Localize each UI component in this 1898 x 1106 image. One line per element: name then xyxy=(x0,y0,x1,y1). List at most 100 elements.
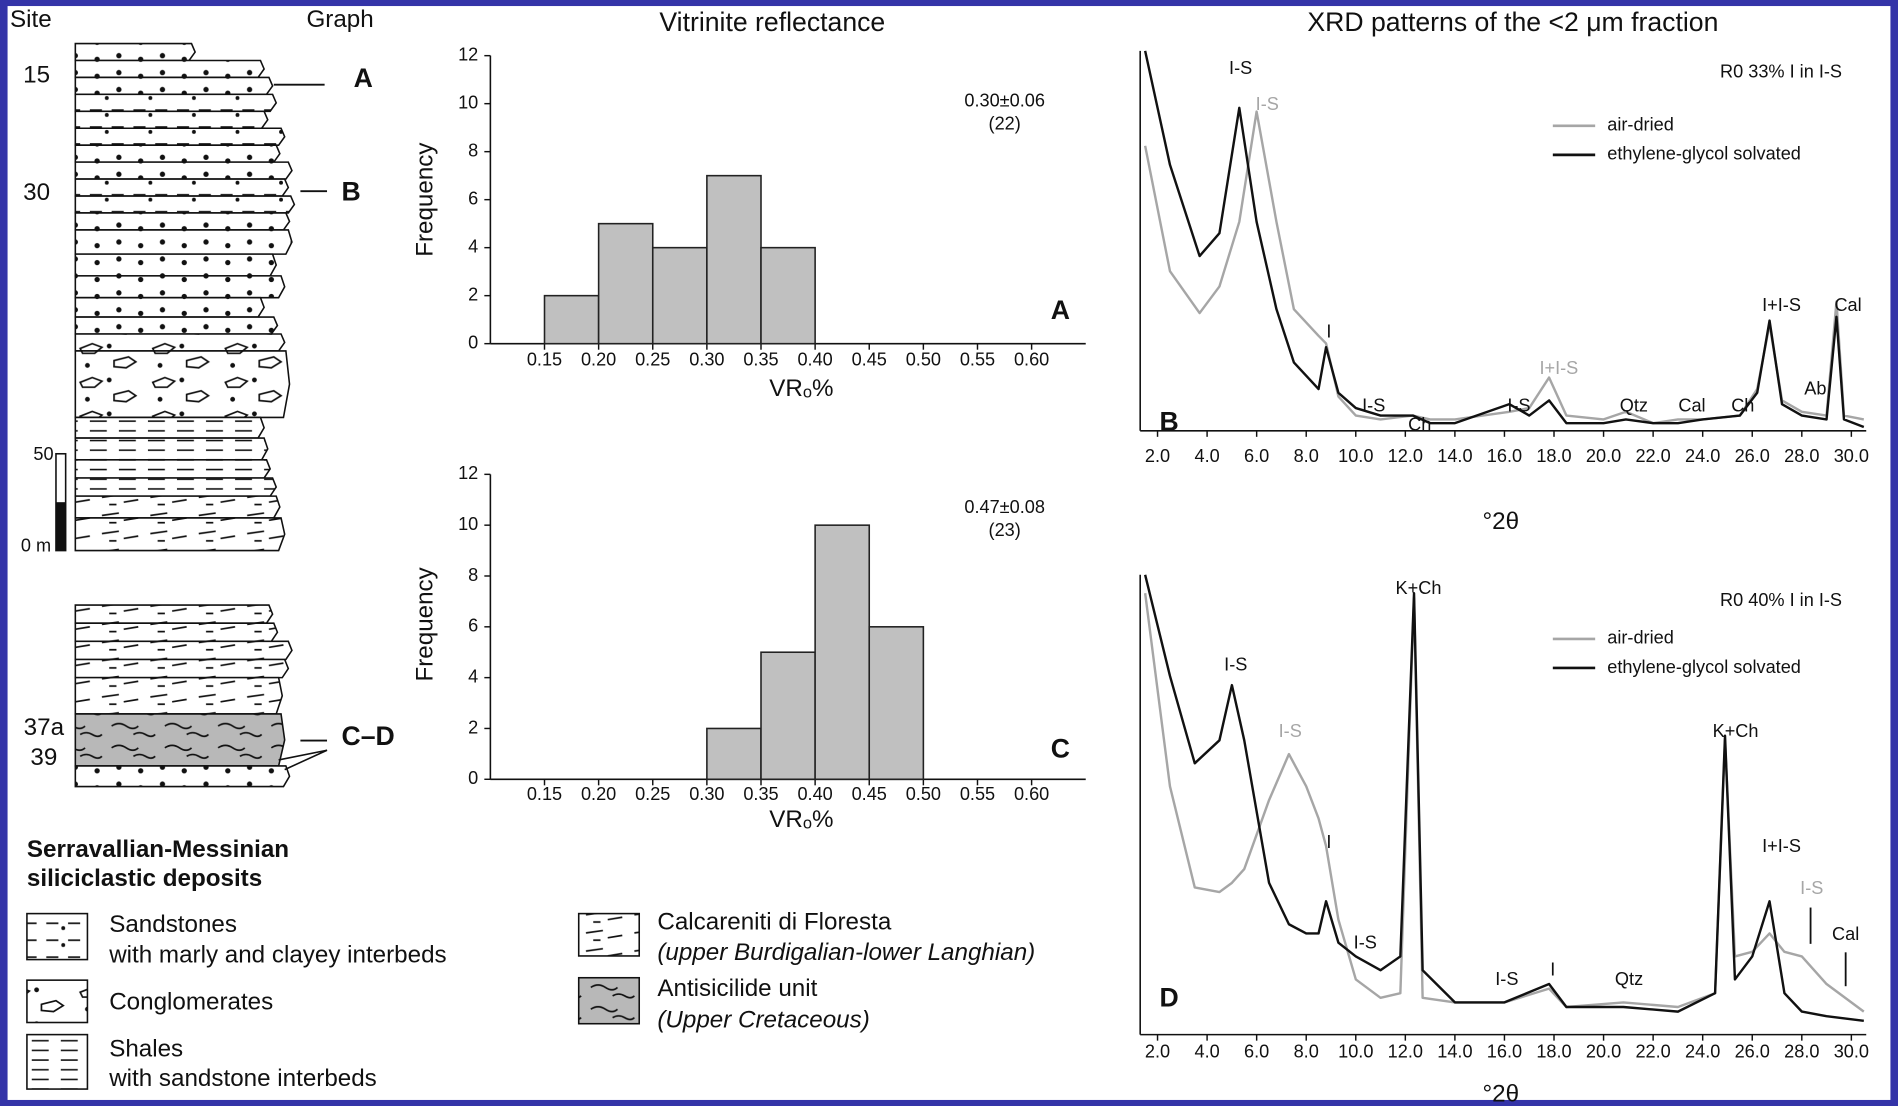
y-tick-label: 8 xyxy=(468,565,478,585)
bar xyxy=(706,727,762,781)
x-tick-label: 0.25 xyxy=(635,784,670,804)
x-tick-label: 0.35 xyxy=(743,784,778,804)
bed xyxy=(74,437,269,461)
x-tick-label: 18.0 xyxy=(1536,1042,1571,1062)
x-tick-label: 0.50 xyxy=(906,349,941,369)
site-label: 37a xyxy=(24,714,65,741)
bar xyxy=(543,294,600,345)
bed xyxy=(74,640,293,661)
legend-label: Sandstones xyxy=(109,911,237,938)
legend-title: Serravallian-Messinian xyxy=(27,836,289,863)
bed xyxy=(74,765,291,788)
x-tick-label: 30.0 xyxy=(1834,1042,1869,1062)
legend-title: siliciclastic deposits xyxy=(27,865,262,892)
site-label: 39 xyxy=(30,744,57,771)
x-tick-label: 28.0 xyxy=(1784,446,1819,466)
peak-label: I xyxy=(1326,322,1331,342)
bed xyxy=(74,229,293,255)
bed xyxy=(74,676,284,715)
x-tick-label: 0.40 xyxy=(797,349,832,369)
legend-swatch xyxy=(26,1033,89,1090)
x-tick-label: 10.0 xyxy=(1338,1042,1373,1062)
bed xyxy=(74,110,269,130)
peak-label: I+I-S xyxy=(1762,836,1801,856)
y-tick-label: 12 xyxy=(458,44,478,64)
peak-label: Qtz xyxy=(1615,969,1643,989)
bed xyxy=(74,658,290,679)
x-tick-label: 8.0 xyxy=(1294,1042,1319,1062)
stats-label: (23) xyxy=(989,520,1021,540)
panel-letter: D xyxy=(1160,983,1179,1013)
peak-label: I-S xyxy=(1224,654,1247,674)
x-tick-label: 14.0 xyxy=(1437,1042,1472,1062)
legend-label: ethylene-glycol solvated xyxy=(1607,657,1801,677)
x-tick-label: 6.0 xyxy=(1244,1042,1269,1062)
peak-label: Qtz xyxy=(1620,395,1648,415)
bed xyxy=(74,477,278,497)
legend-label: (upper Burdigalian-lower Langhian) xyxy=(657,939,1035,966)
x-tick-label: 0.45 xyxy=(852,784,887,804)
legend-label: air-dried xyxy=(1607,115,1674,135)
bar xyxy=(651,246,708,345)
x-tick-label: 6.0 xyxy=(1244,446,1269,466)
bed xyxy=(74,93,278,113)
site-label: 15 xyxy=(23,62,50,89)
bed xyxy=(74,459,272,479)
bed xyxy=(74,517,286,552)
peak-label: Cal xyxy=(1832,924,1859,944)
column-header: Site xyxy=(10,6,52,33)
x-tick-label: 0.20 xyxy=(581,784,616,804)
panel-note: R0 40% I in I-S xyxy=(1720,590,1842,610)
peak-label: I xyxy=(1326,832,1331,852)
bed xyxy=(74,350,291,419)
y-tick-label: 6 xyxy=(468,616,478,636)
x-tick-label: 26.0 xyxy=(1735,446,1770,466)
x-tick-label: 16.0 xyxy=(1487,446,1522,466)
peak-label: I-S xyxy=(1495,969,1518,989)
y-tick-label: 0 xyxy=(468,768,478,788)
x-tick-label: 0.25 xyxy=(635,349,670,369)
bed xyxy=(74,253,278,277)
legend-label: Antisicilide unit xyxy=(657,975,817,1002)
bar xyxy=(814,524,871,781)
bed xyxy=(74,416,265,439)
graph-label: A xyxy=(354,63,373,93)
bar xyxy=(760,246,816,345)
legend-swatch xyxy=(577,912,641,957)
x-tick-label: 20.0 xyxy=(1586,1042,1621,1062)
x-tick-label: 0.60 xyxy=(1014,349,1049,369)
panel-letter: B xyxy=(1160,407,1179,437)
site-label: 30 xyxy=(23,179,50,206)
x-tick-label: 0.45 xyxy=(852,349,887,369)
x-tick-label: 12.0 xyxy=(1388,446,1423,466)
y-tick-label: 2 xyxy=(468,284,478,304)
legend-label: with sandstone interbeds xyxy=(108,1065,377,1092)
peak-label: Cal xyxy=(1834,295,1861,315)
legend-label: with marly and clayey interbeds xyxy=(108,941,446,968)
bed xyxy=(74,195,296,214)
panel-note: R0 33% I in I-S xyxy=(1720,61,1842,81)
bed xyxy=(74,178,290,197)
bar xyxy=(868,626,925,781)
peak-label: I-S xyxy=(1279,721,1302,741)
x-tick-label: 4.0 xyxy=(1194,1042,1219,1062)
x-tick-label: 22.0 xyxy=(1635,1042,1670,1062)
bed xyxy=(74,622,279,643)
x-tick-label: 0.40 xyxy=(797,784,832,804)
column-header: Graph xyxy=(306,6,373,33)
x-tick-label: 26.0 xyxy=(1735,1042,1770,1062)
peak-label: I+I-S xyxy=(1762,295,1801,315)
panel-letter: A xyxy=(1051,295,1070,325)
bed xyxy=(74,495,281,519)
peak-label: Ab xyxy=(1804,378,1826,398)
pinch xyxy=(278,749,328,771)
y-tick-label: 4 xyxy=(468,666,478,686)
x-tick-label: 30.0 xyxy=(1834,446,1869,466)
bed xyxy=(74,316,279,335)
bed xyxy=(74,42,197,62)
scale-label: 0 m xyxy=(21,536,51,556)
y-tick-label: 0 xyxy=(468,332,478,352)
x-axis-label: °2θ xyxy=(1483,508,1520,535)
